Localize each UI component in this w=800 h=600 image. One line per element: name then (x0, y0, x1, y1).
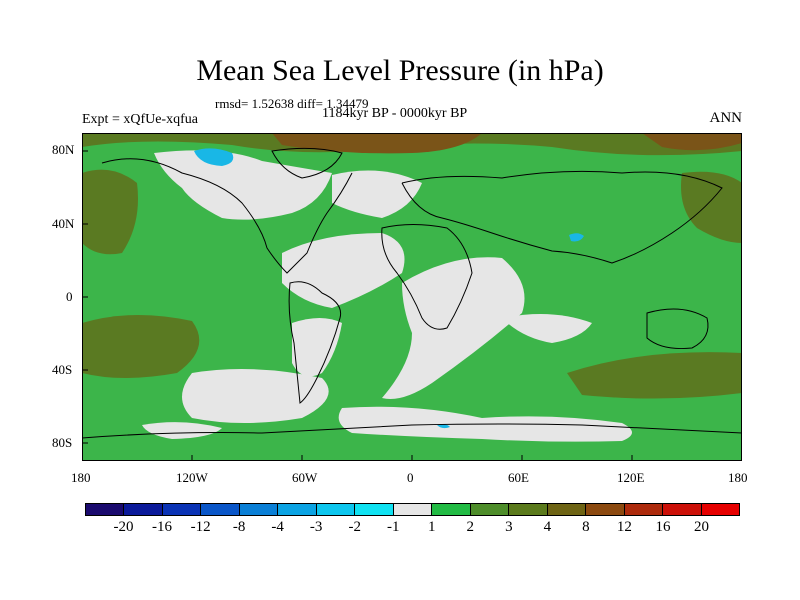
experiment-label: Expt = xQfUe-xqfua (82, 112, 198, 127)
southern-africa-gray (382, 257, 525, 399)
colorbar-swatch (201, 504, 240, 515)
colorbar-swatch (547, 504, 587, 515)
colorbar-label: 8 (582, 519, 590, 535)
colorbar-label: -2 (348, 519, 361, 535)
period-label: 1184kyr BP - 0000kyr BP (322, 106, 468, 121)
colorbar-swatch (509, 504, 548, 515)
colorbar-swatch (663, 504, 702, 515)
colorbar-label: 4 (543, 519, 552, 535)
colorbar-swatch (355, 504, 394, 515)
lon-label-60e: 60E (508, 470, 529, 485)
colorbar-swatch (316, 504, 356, 515)
colorbar-swatch (86, 504, 125, 515)
colorbar-label: -1 (386, 519, 400, 535)
indian-gray (502, 314, 592, 343)
colorbar-swatch (586, 504, 625, 515)
antarctic-cyan-patch (437, 424, 450, 429)
colorbar-label: 1 (428, 519, 436, 535)
colorbar-label: -4 (271, 519, 284, 535)
coast-north-america (101, 158, 353, 274)
colorbar-label: 12 (616, 519, 632, 535)
colorbar-swatch (701, 504, 739, 515)
colorbar-label: -8 (232, 519, 246, 535)
colorbar-label: 20 (693, 519, 709, 535)
tibet-cyan-patch (569, 233, 584, 242)
south-pacific-gray (182, 369, 329, 423)
colorbar (85, 503, 740, 516)
colorbar-label: 16 (655, 519, 671, 535)
greenland-brown (272, 133, 482, 154)
colorbar-label: 3 (505, 519, 513, 535)
lon-label-120w: 120W (176, 470, 208, 485)
lon-label-0: 0 (407, 470, 414, 485)
north-america-gray (154, 150, 332, 220)
lon-label-180e: 180 (728, 470, 748, 485)
lat-label-0: 0 (66, 289, 73, 304)
pressure-map (82, 133, 742, 461)
colorbar-label: -3 (309, 519, 323, 535)
colorbar-label: -16 (152, 519, 173, 535)
colorbar-swatch (624, 504, 664, 515)
south-america-gray (292, 318, 342, 377)
map-title: Mean Sea Level Pressure (in hPa) (196, 54, 604, 87)
colorbar-swatch (393, 504, 433, 515)
colorbar-label: 2 (466, 519, 475, 535)
axis-ticks (82, 150, 633, 461)
season-label: ANN (709, 110, 743, 126)
coast-greenland (271, 147, 343, 179)
nw-pacific-olive (681, 171, 742, 243)
lon-label-60w: 60W (292, 470, 318, 485)
lat-label-80s: 80S (52, 435, 73, 450)
coast-eurasia (401, 170, 723, 264)
atlantic-band-gray (282, 233, 405, 308)
coast-africa (381, 224, 473, 330)
canada-cyan-patch (194, 148, 234, 166)
colorbar-swatch (124, 504, 163, 515)
colorbar-swatch (470, 504, 510, 515)
coastlines (82, 147, 742, 439)
coast-antarctica (82, 423, 742, 439)
colorbar-swatch (239, 504, 279, 515)
colorbar-label: -20 (113, 519, 134, 535)
lat-label-40s: 40S (52, 362, 73, 377)
indian-ocean-olive (567, 352, 742, 399)
lat-label-40n: 40N (52, 216, 75, 231)
lon-label-180w: 180 (71, 470, 91, 485)
colorbar-swatch (162, 504, 202, 515)
coast-south-america (288, 281, 342, 404)
statistics-line: rmsd= 1.52638 diff= 1.34479 (215, 96, 369, 111)
colorbar-swatch (432, 504, 471, 515)
south-pacific-olive (82, 314, 200, 378)
north-atlantic-gray (332, 170, 422, 218)
lat-label-80n: 80N (52, 142, 75, 157)
colorbar-swatch (278, 504, 317, 515)
lon-label-120e: 120E (617, 470, 645, 485)
siberia-brown (642, 133, 742, 151)
antarctic-gray-west (142, 422, 222, 439)
colorbar-label: -12 (190, 519, 211, 535)
ne-pacific-olive (82, 169, 138, 255)
coast-australia (646, 308, 709, 349)
